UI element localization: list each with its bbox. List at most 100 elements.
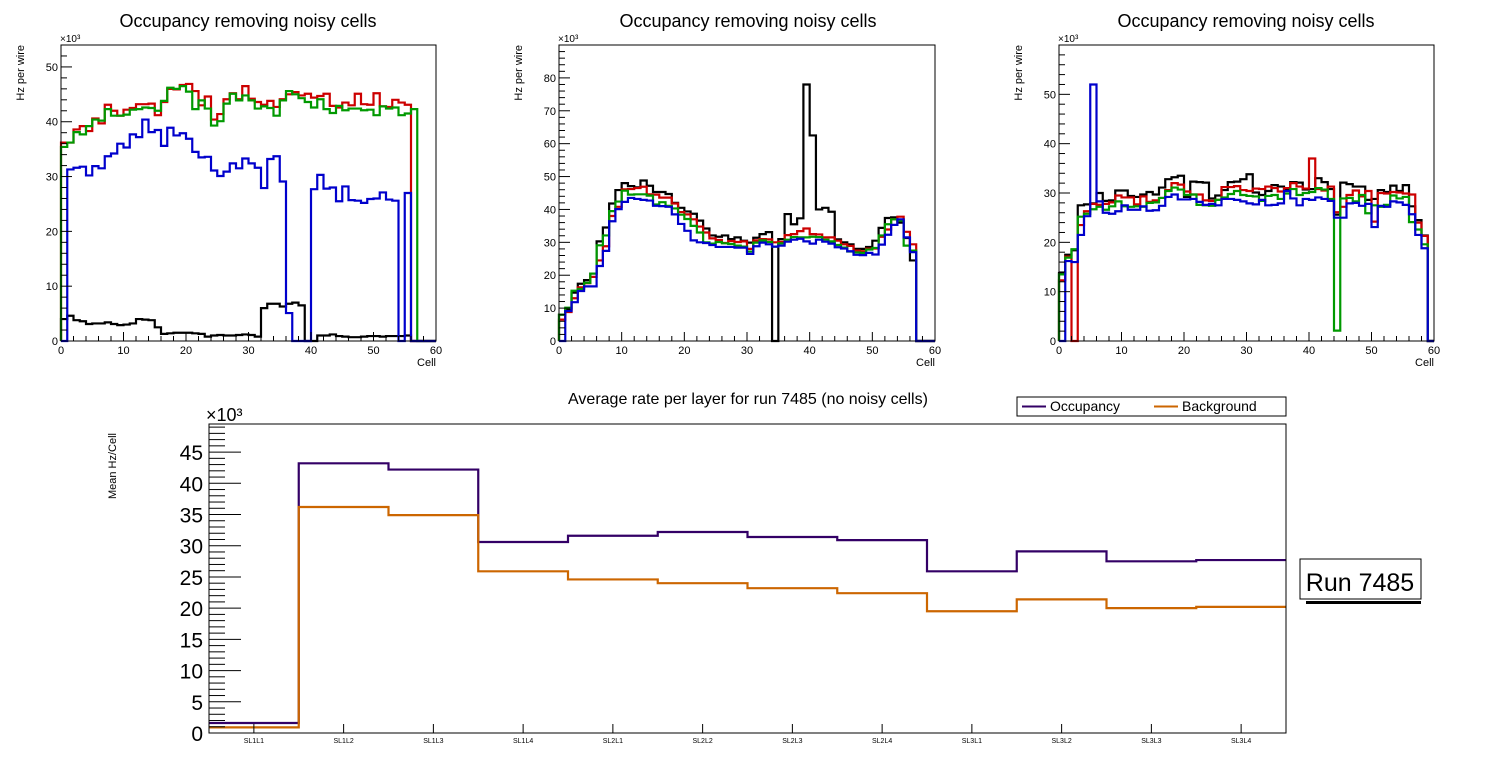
- y-tick-label: 20: [544, 270, 556, 282]
- y-tick-label: 80: [544, 73, 556, 85]
- x-tick-label: 20: [678, 345, 690, 357]
- chart-panel-3: Occupancy removing noisy cells Hz per wir…: [1013, 11, 1440, 369]
- y-tick-label: 0: [550, 336, 556, 348]
- y-axis-label: Hz per wire: [15, 45, 27, 101]
- x-tick-label: SL3L1: [962, 738, 982, 745]
- y-axis-label: Hz per wire: [1013, 45, 1025, 101]
- x-tick-label: SL2L1: [603, 738, 623, 745]
- series-blue: [559, 196, 935, 343]
- run-label-frame: [1299, 558, 1422, 600]
- x-tick-label: SL2L3: [782, 738, 802, 745]
- x-tick-label: 20: [180, 345, 192, 357]
- plot-frame: [208, 423, 1287, 734]
- legend: Occupancy Background: [1016, 396, 1287, 417]
- series-blue: [1059, 83, 1434, 343]
- x-tick-label: 40: [804, 345, 816, 357]
- y-tick-label: 20: [46, 226, 58, 238]
- y-tick-label: 20: [180, 598, 203, 621]
- series-occupancy: [209, 462, 1286, 725]
- series-green: [59, 85, 436, 343]
- y-tick-label: 0: [1050, 336, 1056, 348]
- x-tick-label: 60: [1428, 345, 1440, 357]
- chart-title: Occupancy removing noisy cells: [619, 11, 876, 31]
- chart-layer-rates: Average rate per layer for run 7485 (no …: [107, 391, 1287, 746]
- chart-title: Average rate per layer for run 7485 (no …: [568, 391, 928, 408]
- y-tick-label: 50: [544, 172, 556, 184]
- x-tick-label: SL3L2: [1052, 738, 1072, 745]
- x-tick-label: SL3L3: [1141, 738, 1161, 745]
- x-tick-label: 10: [117, 345, 129, 357]
- y-tick-label: 0: [52, 336, 58, 348]
- series-blue: [61, 118, 436, 343]
- y-tick-label: 35: [180, 505, 203, 528]
- y-multiplier: ×10³: [206, 405, 243, 425]
- legend-label-occupancy: Occupancy: [1050, 398, 1120, 414]
- y-tick-label: 50: [46, 62, 58, 74]
- x-tick-label: 40: [1303, 345, 1315, 357]
- y-tick-label: 0: [191, 723, 203, 746]
- x-tick-label: 0: [1056, 345, 1062, 357]
- y-multiplier: ×10³: [558, 34, 579, 45]
- run-label-shadow: [1306, 601, 1421, 604]
- x-tick-label: 60: [430, 345, 442, 357]
- x-tick-label: SL2L4: [872, 738, 892, 745]
- chart-panel-2: Occupancy removing noisy cells Hz per wir…: [513, 11, 941, 369]
- chart-title: Occupancy removing noisy cells: [119, 11, 376, 31]
- y-tick-label: 30: [46, 172, 58, 184]
- x-tick-label: 30: [1240, 345, 1252, 357]
- x-tick-label: SL1L3: [423, 738, 443, 745]
- x-tick-label: SL3L4: [1231, 738, 1251, 745]
- y-tick-label: 40: [544, 204, 556, 216]
- y-tick-label: 30: [544, 237, 556, 249]
- x-tick-label: SL2L2: [693, 738, 713, 745]
- x-tick-label: 50: [367, 345, 379, 357]
- y-tick-label: 30: [1044, 188, 1056, 200]
- series-background: [209, 505, 1286, 729]
- y-tick-label: 45: [180, 442, 203, 465]
- y-tick-label: 15: [180, 629, 203, 652]
- series-red: [59, 82, 436, 343]
- y-tick-label: 10: [544, 303, 556, 315]
- x-tick-label: 30: [242, 345, 254, 357]
- y-axis-label: Hz per wire: [513, 45, 525, 101]
- y-tick-label: 5: [191, 692, 203, 715]
- y-axis-label: Mean Hz/Cell: [107, 433, 119, 499]
- y-tick-label: 20: [1044, 237, 1056, 249]
- series-red: [1057, 157, 1434, 343]
- chart-panel-1: Occupancy removing noisy cells Hz per wir…: [15, 11, 442, 369]
- x-tick-label: 0: [58, 345, 64, 357]
- chart-title: Occupancy removing noisy cells: [1117, 11, 1374, 31]
- y-tick-label: 30: [180, 536, 203, 559]
- x-tick-label: 10: [1115, 345, 1127, 357]
- y-tick-label: 40: [180, 473, 203, 496]
- y-tick-label: 40: [46, 117, 58, 129]
- x-tick-label: 20: [1178, 345, 1190, 357]
- y-tick-label: 40: [1044, 139, 1056, 151]
- run-label-box: Run 7485: [1299, 558, 1422, 604]
- legend-box: [1016, 396, 1287, 417]
- x-tick-label: SL1L4: [513, 738, 533, 745]
- x-tick-label: 60: [929, 345, 941, 357]
- y-multiplier: ×10³: [1058, 34, 1079, 45]
- x-axis-label: Cell: [916, 357, 935, 369]
- x-tick-label: 10: [616, 345, 628, 357]
- y-tick-label: 10: [180, 661, 203, 684]
- x-tick-label: 40: [305, 345, 317, 357]
- x-axis-label: Cell: [1415, 357, 1434, 369]
- x-tick-label: 0: [556, 345, 562, 357]
- legend-label-background: Background: [1182, 398, 1257, 414]
- y-tick-label: 70: [544, 106, 556, 118]
- y-tick-label: 25: [180, 567, 203, 590]
- x-tick-label: SL1L2: [334, 738, 354, 745]
- x-tick-label: 50: [1365, 345, 1377, 357]
- y-tick-label: 60: [544, 139, 556, 151]
- run-label: Run 7485: [1306, 569, 1414, 597]
- y-multiplier: ×10³: [60, 34, 81, 45]
- y-tick-label: 10: [1044, 287, 1056, 299]
- x-axis-label: Cell: [417, 357, 436, 369]
- x-tick-label: 50: [866, 345, 878, 357]
- y-tick-label: 10: [46, 281, 58, 293]
- y-tick-label: 50: [1044, 89, 1056, 101]
- x-tick-label: SL1L1: [244, 738, 264, 745]
